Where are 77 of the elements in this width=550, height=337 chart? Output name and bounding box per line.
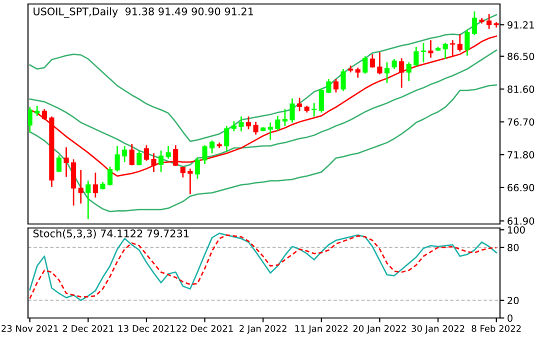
y-tick-label: 71.80: [508, 151, 534, 158]
candlestick: [136, 150, 142, 166]
candlestick: [92, 172, 98, 198]
candlestick: [34, 106, 40, 116]
candlestick: [194, 157, 200, 179]
candlestick: [210, 140, 215, 154]
candlestick: [78, 170, 84, 204]
candlestick: [442, 42, 448, 59]
candlestick: [420, 42, 426, 62]
candlestick: [362, 56, 368, 74]
x-tick-label: 23 Nov 2021: [2, 325, 58, 332]
candlestick: [326, 79, 332, 94]
candlestick: [333, 79, 339, 92]
candlestick: [64, 147, 69, 177]
y-tick-label: 66.90: [508, 184, 534, 192]
x-tick-label: 13 Dec 2021: [118, 325, 174, 332]
candlestick: [144, 145, 149, 161]
candlestick: [428, 40, 434, 58]
y-tick-label: 20: [508, 296, 519, 304]
candlestick: [472, 11, 478, 35]
candlestick: [406, 62, 412, 82]
candlestick: [129, 144, 134, 166]
x-tick-label: 20 Jan 2022: [353, 325, 406, 334]
candlestick: [399, 58, 404, 88]
candlestick: [414, 46, 419, 66]
candlestick: [42, 109, 47, 120]
chart-title: USOIL_SPT,Daily 91.38 91.49 90.90 91.21: [34, 7, 254, 18]
candlestick: [479, 18, 484, 24]
candlestick: [450, 40, 456, 56]
y-tick-label: 100: [508, 226, 525, 234]
candlestick: [377, 52, 382, 74]
y-tick-label: 81.60: [508, 86, 534, 93]
candlestick: [56, 155, 62, 172]
y-tick-label: 91.21: [508, 21, 534, 29]
candlestick: [202, 145, 208, 164]
y-tick-label: 86.50: [508, 52, 534, 60]
candlestick: [224, 126, 230, 152]
candlestick: [216, 142, 222, 148]
candlestick: [297, 98, 302, 112]
candlestick: [348, 66, 354, 72]
candlestick: [180, 166, 186, 178]
candlestick: [188, 168, 193, 194]
x-tick-label: 30 Jan 2022: [412, 325, 464, 334]
candlestick: [457, 34, 462, 52]
x-tick-label: 2 Dec 2021: [62, 325, 114, 332]
y-tick-label: 80: [508, 244, 519, 252]
candlestick: [318, 88, 324, 113]
y-tick-label: 61.90: [508, 217, 534, 225]
candlestick: [253, 122, 258, 135]
candlestick: [238, 116, 244, 132]
x-tick-label: 11 Jan 2022: [295, 325, 348, 334]
candlestick: [282, 109, 288, 126]
candlestick: [166, 146, 171, 159]
chart-title: Stoch(5,3,3) 74.1122 79.7231: [33, 229, 189, 239]
candlestick: [86, 180, 91, 219]
candlestick: [464, 29, 470, 56]
x-tick-label: 22 Dec 2021: [176, 325, 233, 332]
candlestick: [290, 98, 295, 123]
candlestick: [370, 54, 375, 68]
candlestick: [486, 14, 492, 29]
candlestick: [268, 122, 273, 140]
candlestick: [384, 62, 390, 84]
x-tick-label: 2 Jan 2022: [240, 325, 286, 334]
candlestick: [151, 153, 156, 172]
y-tick-label: 76.70: [508, 118, 534, 126]
x-tick-label: 8 Feb 2022: [472, 324, 521, 332]
candlestick: [158, 150, 164, 172]
candlestick: [107, 166, 113, 186]
candlestick: [246, 116, 252, 130]
candlestick: [275, 116, 280, 131]
line-series: [29, 84, 498, 212]
candlestick: [173, 145, 178, 166]
candlestick: [28, 107, 32, 133]
y-tick-label: 0: [508, 314, 512, 322]
candlestick: [122, 146, 128, 162]
candlestick: [114, 146, 120, 172]
candlestick: [340, 68, 346, 92]
